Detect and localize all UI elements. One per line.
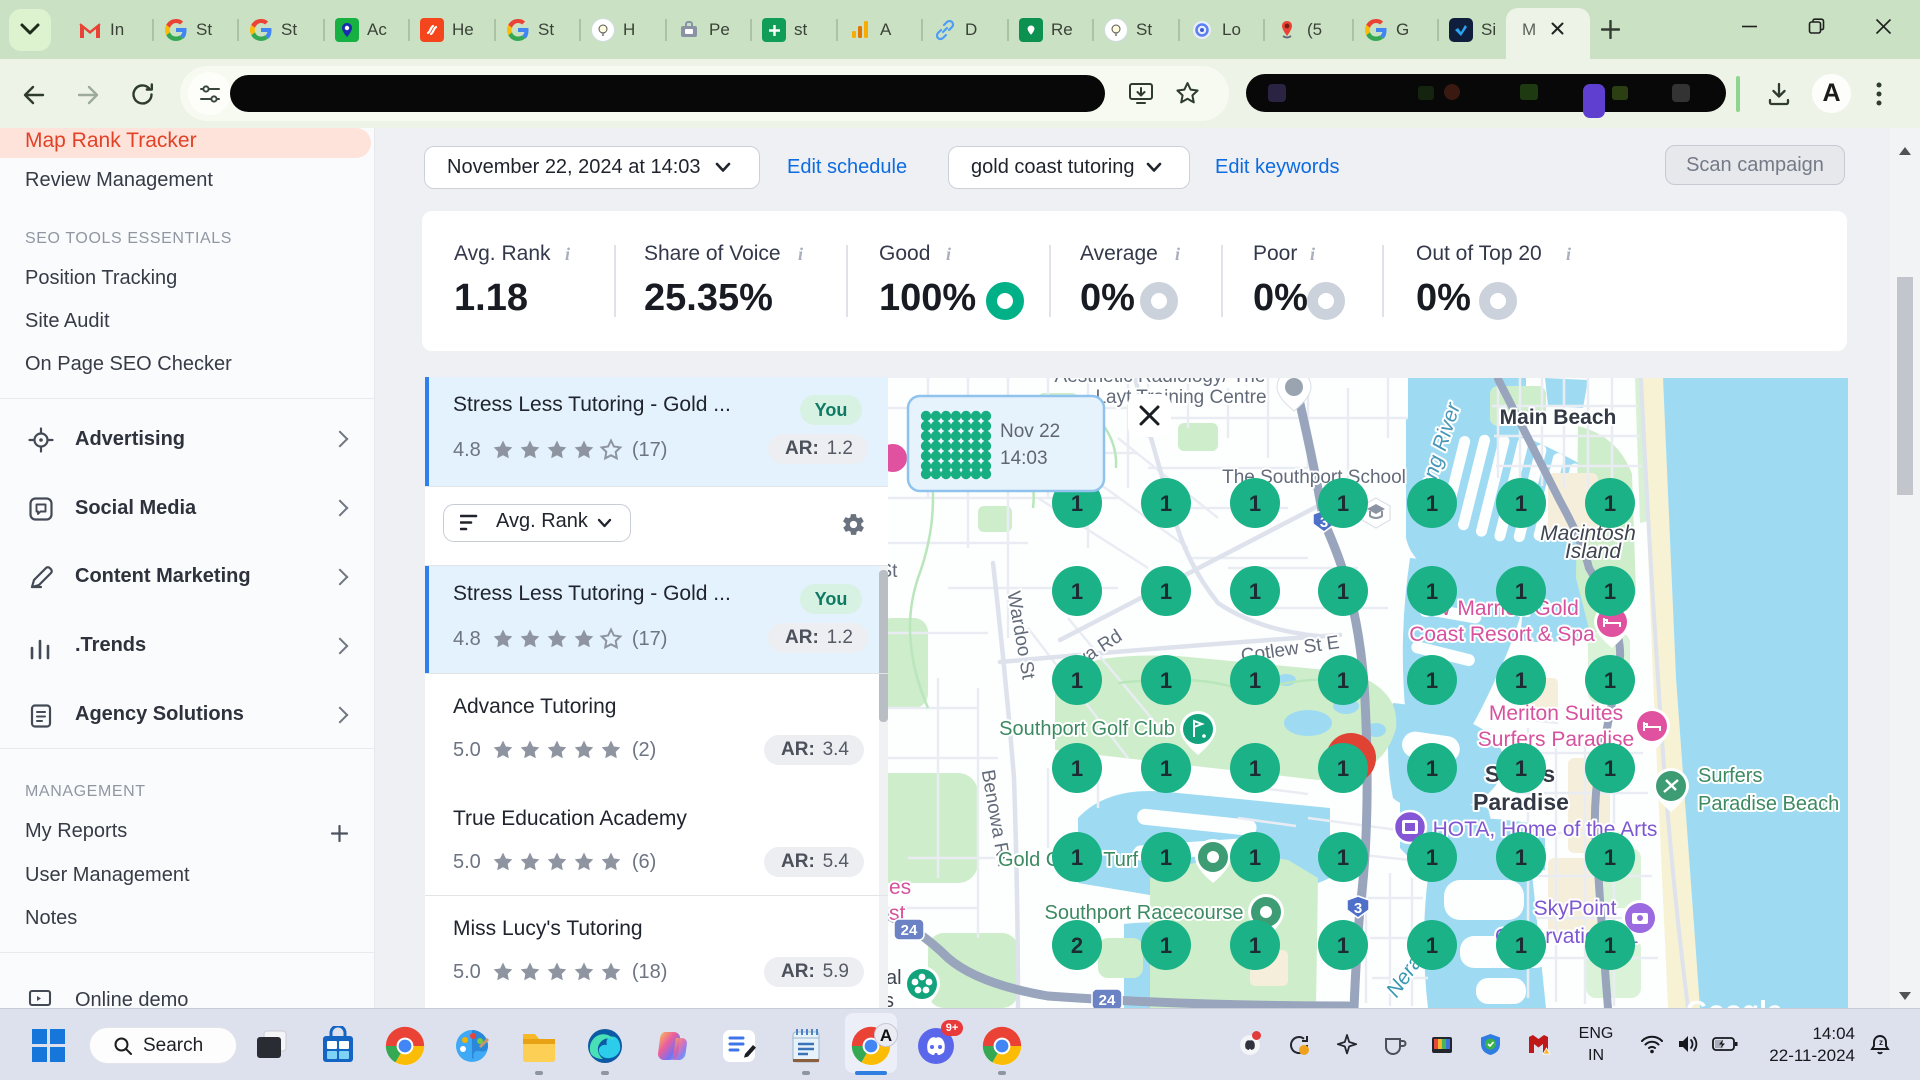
svg-text:24: 24 [1099, 992, 1116, 1008]
svg-text:1: 1 [1426, 933, 1438, 958]
svg-text:1: 1 [1337, 933, 1349, 958]
svg-text:Meriton Suites: Meriton Suites [1489, 702, 1623, 725]
svg-text:Island: Island [1565, 540, 1622, 563]
svg-text:Main Beach: Main Beach [1500, 406, 1617, 429]
svg-text:Google: Google [1686, 995, 1782, 1008]
svg-text:1: 1 [1604, 933, 1616, 958]
svg-text:1: 1 [1160, 579, 1172, 604]
svg-text:1: 1 [1160, 845, 1172, 870]
svg-text:1: 1 [1337, 668, 1349, 693]
svg-text:1: 1 [1071, 668, 1083, 693]
svg-text:3: 3 [1354, 900, 1362, 917]
svg-text:1: 1 [1604, 668, 1616, 693]
svg-text:1: 1 [1249, 933, 1261, 958]
svg-text:Coast Resort & Spa: Coast Resort & Spa [1409, 623, 1595, 646]
svg-text:Nov 22: Nov 22 [1000, 421, 1060, 442]
svg-text:1: 1 [1249, 668, 1261, 693]
svg-text:1: 1 [1515, 579, 1527, 604]
svg-text:1: 1 [1515, 491, 1527, 516]
svg-text:1: 1 [1071, 579, 1083, 604]
svg-text:1: 1 [1604, 579, 1616, 604]
svg-text:s: s [888, 990, 894, 1008]
svg-text:Surfers: Surfers [1698, 765, 1762, 787]
svg-text:1: 1 [1249, 756, 1261, 781]
svg-text:SkyPoint: SkyPoint [1534, 897, 1617, 920]
svg-text:1: 1 [1249, 579, 1261, 604]
svg-text:1: 1 [1160, 933, 1172, 958]
svg-text:al: al [888, 967, 902, 989]
svg-text:1: 1 [1071, 845, 1083, 870]
svg-text:es: es [889, 876, 911, 899]
svg-text:1: 1 [1337, 491, 1349, 516]
svg-text:1: 1 [1515, 845, 1527, 870]
svg-text:1: 1 [1426, 756, 1438, 781]
svg-text:1: 1 [1426, 668, 1438, 693]
svg-text:1: 1 [1071, 491, 1083, 516]
svg-text:1: 1 [1515, 756, 1527, 781]
svg-text:Southport Golf Club: Southport Golf Club [999, 718, 1175, 740]
svg-text:1: 1 [1160, 668, 1172, 693]
svg-text:1: 1 [1249, 845, 1261, 870]
svg-text:1: 1 [1337, 756, 1349, 781]
svg-text:1: 1 [1160, 491, 1172, 516]
svg-text:14:03: 14:03 [1000, 448, 1048, 469]
svg-text:1: 1 [1604, 491, 1616, 516]
svg-text:Aesthetic Radiology/ The: Aesthetic Radiology/ The [1055, 378, 1266, 387]
svg-text:2: 2 [1071, 933, 1083, 958]
svg-text:z: z [1879, 1038, 1883, 1047]
svg-text:1: 1 [1426, 845, 1438, 870]
svg-text:1: 1 [1426, 491, 1438, 516]
svg-text:1: 1 [1604, 845, 1616, 870]
svg-text:Layt Training Centre: Layt Training Centre [1095, 387, 1266, 408]
svg-text:The Southport School: The Southport School [1222, 467, 1406, 488]
svg-text:1: 1 [1515, 933, 1527, 958]
svg-text:24: 24 [901, 922, 918, 939]
svg-text:1: 1 [1160, 756, 1172, 781]
svg-text:1: 1 [1604, 756, 1616, 781]
svg-text:1: 1 [1249, 491, 1261, 516]
svg-text:3: 3 [1320, 514, 1328, 531]
svg-text:1: 1 [1426, 579, 1438, 604]
svg-text:Paradise Beach: Paradise Beach [1698, 793, 1839, 815]
svg-text:' St: ' St [888, 561, 898, 582]
svg-text:1: 1 [1071, 756, 1083, 781]
svg-text:1: 1 [1515, 668, 1527, 693]
svg-text:1: 1 [1337, 845, 1349, 870]
svg-text:1: 1 [1337, 579, 1349, 604]
